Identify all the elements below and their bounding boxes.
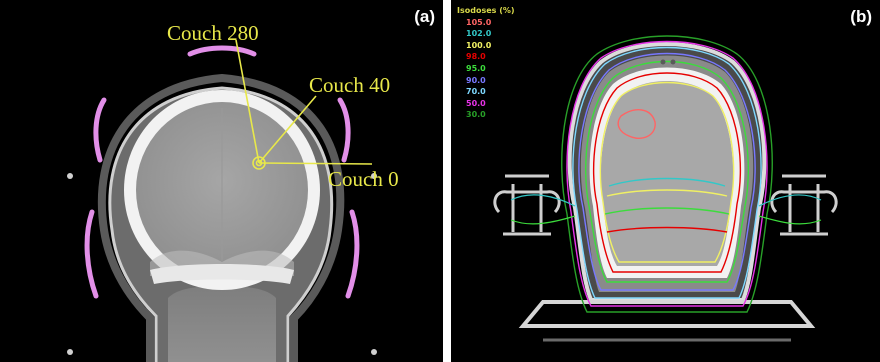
couch-40-label: Couch 40 [309, 73, 391, 97]
base-plate [518, 300, 816, 328]
isodose-legend-item: 98.0 [466, 52, 486, 62]
isodose-98 [592, 72, 742, 273]
coil-right-lower [345, 209, 360, 299]
isodose-legend: Isodoses (%) 105.0 102.0 100.0 98.0 95.0… [457, 5, 515, 121]
brain [600, 81, 734, 266]
couch-angle-lines [235, 39, 373, 170]
coil-left-lower [84, 209, 99, 299]
coil-left-upper [93, 97, 107, 163]
isodose-legend-item: 50.0 [466, 98, 486, 108]
coil-right-upper [337, 97, 351, 163]
isodose-95-band [604, 207, 730, 215]
axial-ct-image [451, 0, 880, 362]
isodose-legend-item: 90.0 [466, 75, 486, 85]
isodose-100-band [606, 189, 728, 197]
panel-b-axial-ct: Isodoses (%) 105.0 102.0 100.0 98.0 95.0… [451, 0, 880, 362]
panel-a-coronal-ct: Couch 280 Couch 40 Couch 0 (a) [0, 0, 443, 362]
isodose-70 [572, 46, 762, 299]
isodose-legend-item: 95.0 [466, 63, 486, 73]
couch-0-label: Couch 0 [328, 167, 399, 191]
isodose-50 [566, 40, 768, 307]
isodose-30 [561, 35, 773, 313]
isodose-legend-item: 102.0 [466, 29, 492, 39]
coronal-ct-image [67, 39, 377, 362]
panel-a-label: (a) [414, 7, 435, 26]
mask-outline [97, 73, 345, 362]
head-frame [493, 174, 838, 236]
isodose-legend-item: 70.0 [466, 87, 486, 97]
isodose-95 [585, 60, 749, 283]
isodose-98-band [606, 226, 728, 233]
isodose-legend-item: 100.0 [466, 40, 492, 50]
isodose-105-spot [617, 109, 656, 140]
isodose-legend-item: 30.0 [466, 110, 486, 120]
coil-top [187, 45, 257, 57]
isodose-100 [599, 81, 735, 263]
isodose-90 [578, 52, 756, 291]
isodose-102-band [608, 177, 726, 187]
couch-280-label: Couch 280 [167, 21, 259, 45]
isodose-legend-title: Isodoses (%) [457, 6, 515, 15]
isodose-legend-item: 105.0 [466, 17, 492, 27]
panel-b-label: (b) [850, 7, 872, 26]
isodose-lines [561, 35, 773, 313]
neck [168, 286, 276, 362]
